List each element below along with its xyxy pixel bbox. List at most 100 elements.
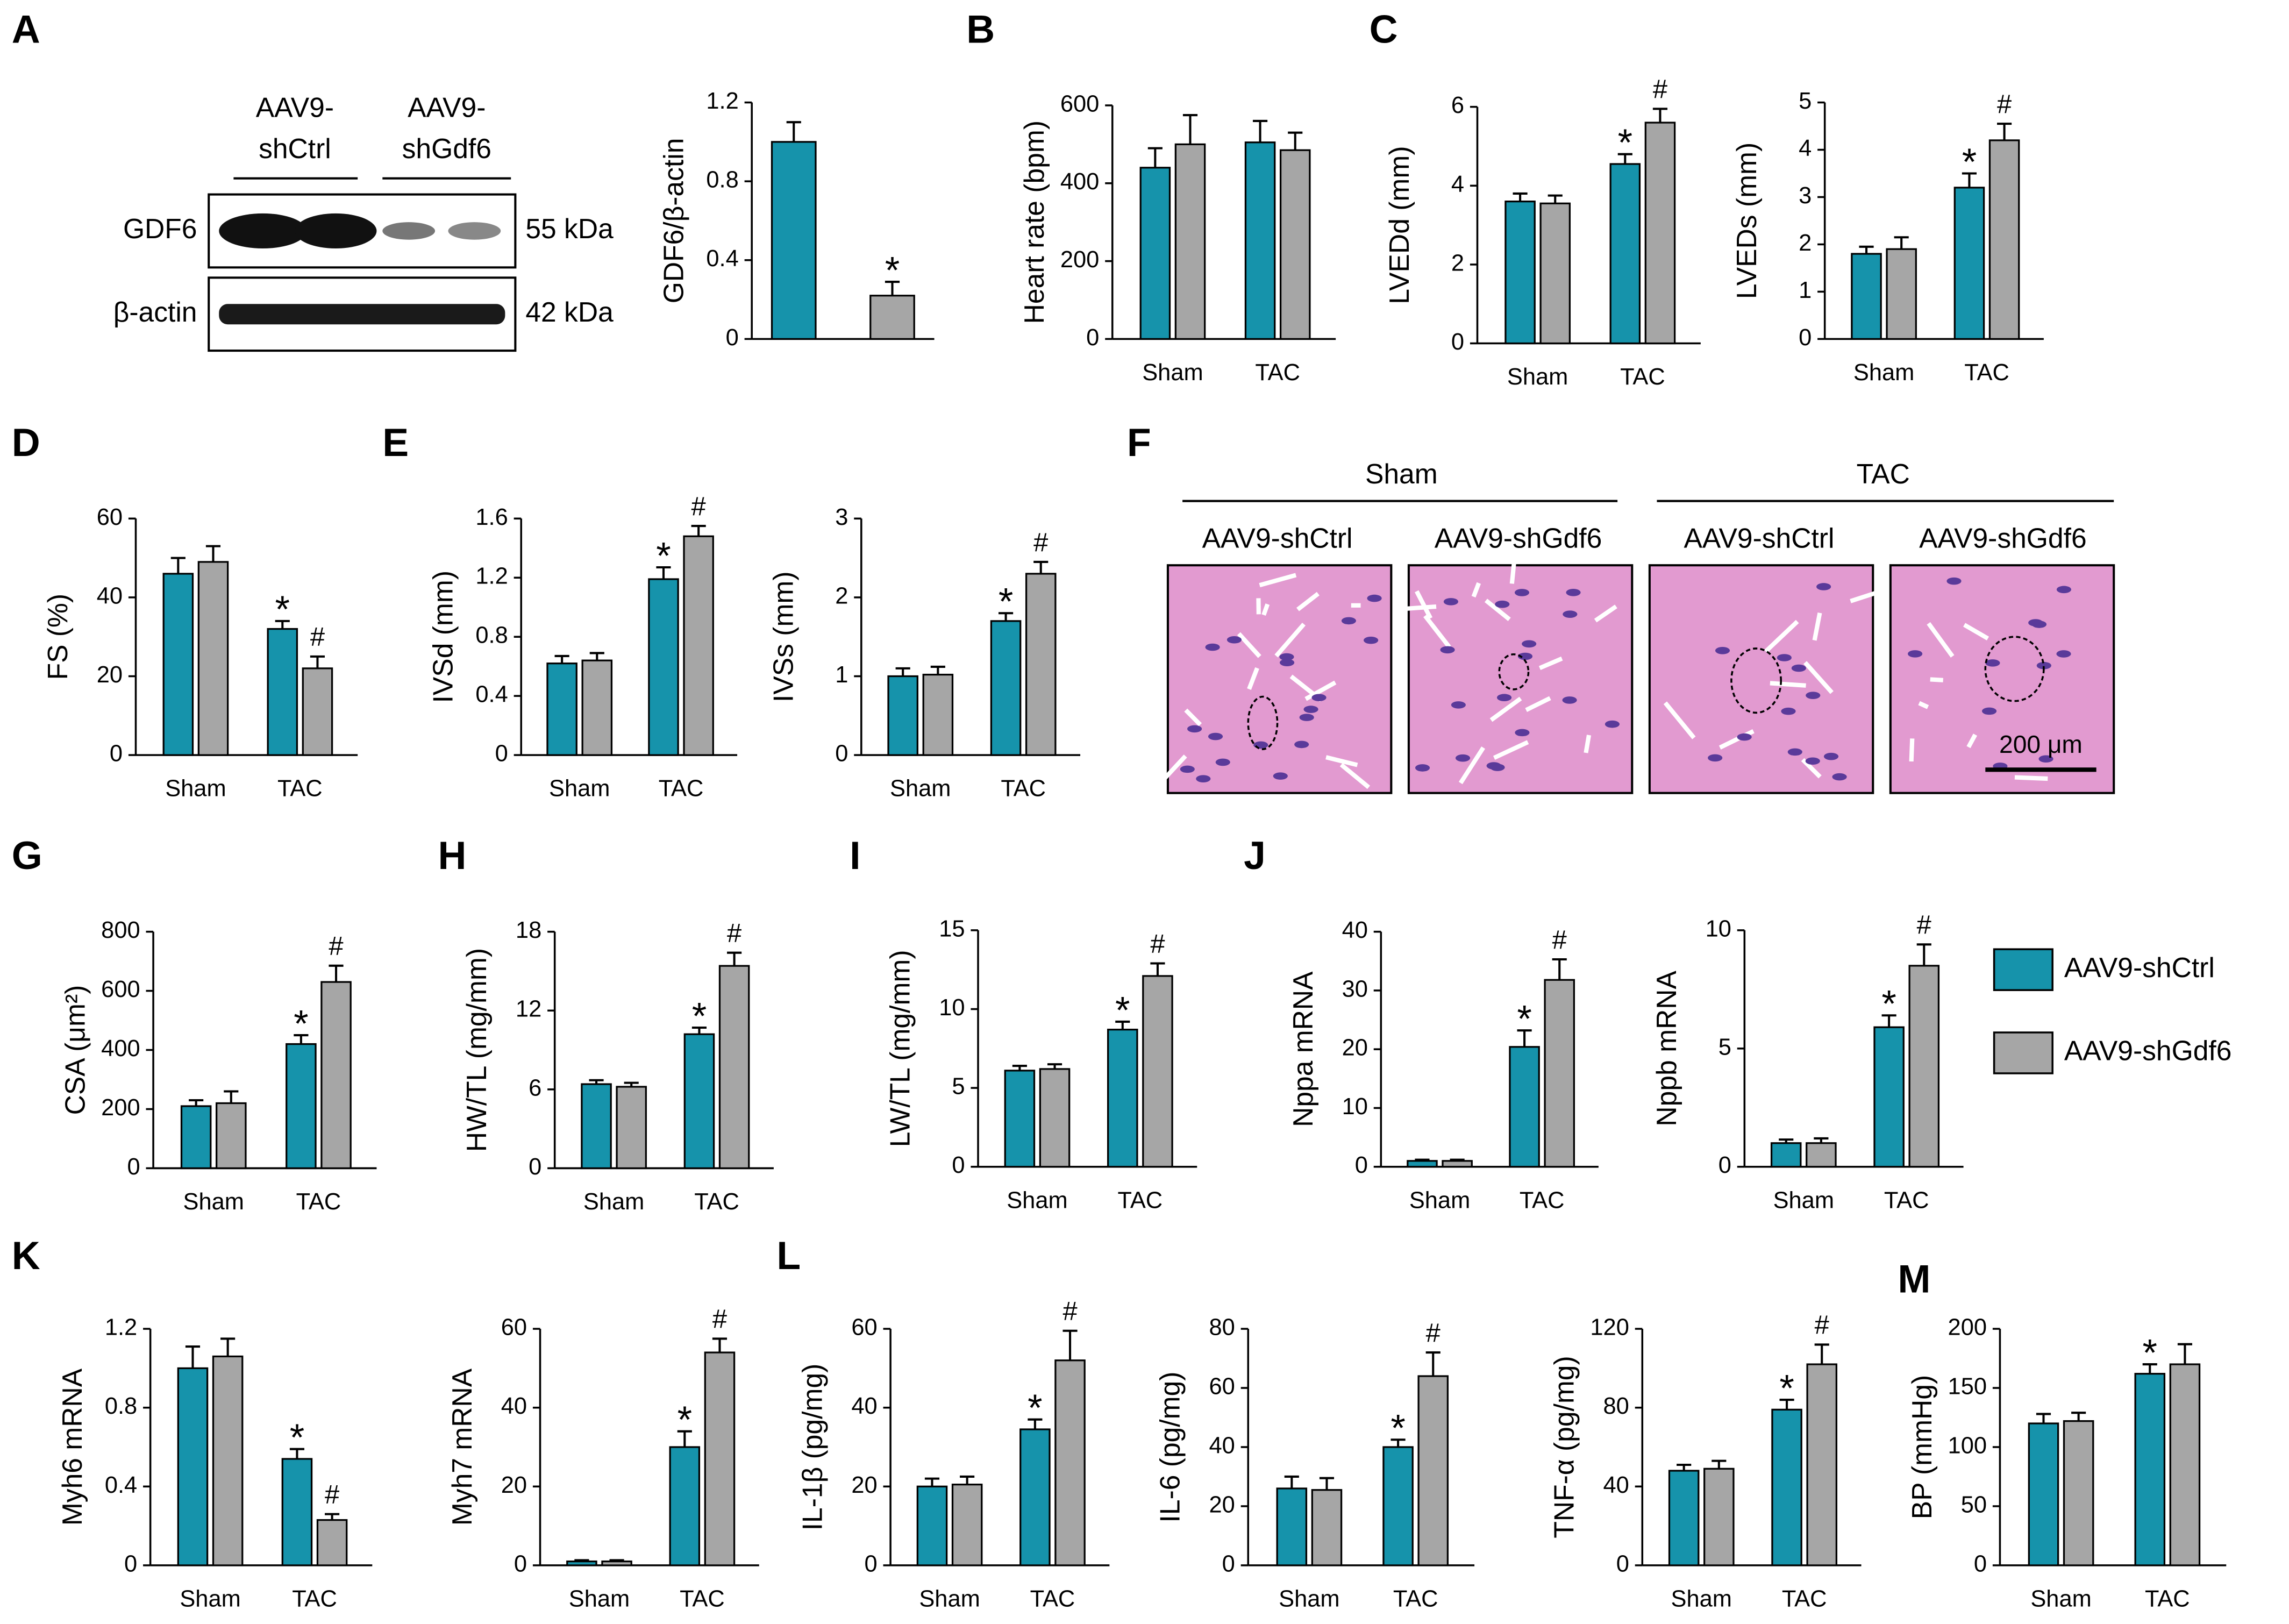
y-axis-label: IVSd (mm) [427, 571, 459, 703]
nucleus [1832, 773, 1847, 781]
x-tick-label: TAC [680, 1586, 725, 1612]
significance-mark: # [325, 1480, 339, 1509]
nucleus [1522, 640, 1537, 648]
y-tick-label: 0 [1451, 329, 1464, 355]
significance-mark: * [1779, 1366, 1794, 1409]
y-tick-label: 1.2 [475, 564, 508, 589]
x-tick-label: TAC [1620, 364, 1665, 390]
y-axis-label: IL-1β (pg/mg) [797, 1364, 828, 1531]
error-bar [1150, 962, 1165, 976]
nucleus [1299, 714, 1314, 721]
image-label: AAV9-shGdf6 [1919, 523, 2087, 554]
nucleus [1517, 652, 1533, 660]
cell-outline [1984, 636, 2045, 702]
y-tick-label: 0.8 [475, 623, 508, 649]
nucleus [1823, 752, 1839, 760]
error-bar [1779, 1398, 1794, 1410]
nucleus [1455, 754, 1471, 762]
significance-mark: # [1426, 1319, 1441, 1348]
membrane [2014, 775, 2048, 781]
bar [1019, 1428, 1051, 1566]
error-bar [1012, 1065, 1027, 1071]
significance-mark: * [1881, 982, 1896, 1025]
y-axis-label: LVEDd (mm) [1384, 146, 1415, 304]
error-bar [960, 1475, 975, 1485]
bar [704, 1351, 736, 1566]
x-tick-label: Sham [1507, 364, 1568, 390]
nucleus [1715, 647, 1730, 654]
y-axis-label: TNF-α (pg/mg) [1549, 1356, 1580, 1538]
nucleus [1562, 696, 1577, 704]
significance-mark: # [1552, 925, 1567, 955]
membrane [1161, 754, 1187, 782]
nucleus [1495, 600, 1510, 608]
nucleus [1805, 757, 1820, 765]
y-tick-label: 2 [835, 583, 848, 609]
y-tick-label: 10 [1342, 1094, 1368, 1120]
bar [2063, 1420, 2094, 1566]
y-tick-label: 80 [1209, 1315, 1235, 1341]
error-bar [624, 1081, 639, 1087]
y-axis-label: CSA (μm²) [60, 985, 91, 1115]
membrane [1274, 622, 1306, 658]
bar [771, 141, 817, 340]
bar [916, 1485, 948, 1566]
x-tick-label: TAC [1001, 776, 1046, 802]
nucleus [1364, 636, 1379, 644]
bar [869, 295, 915, 340]
nucleus [1440, 646, 1455, 654]
bar [216, 1102, 247, 1170]
y-axis-label: LW/TL (mg/mm) [884, 950, 915, 1147]
cell-outline [1498, 653, 1530, 690]
nucleus [1605, 720, 1620, 728]
error-bar [329, 964, 344, 982]
y-tick-label: 2 [1799, 230, 1812, 256]
x-tick-label: TAC [1884, 1187, 1929, 1213]
tissue-image [1648, 564, 1874, 794]
bar [1311, 1489, 1343, 1566]
y-axis-label: IL-6 (pg/mg) [1154, 1372, 1186, 1523]
bar [197, 561, 229, 756]
bar [281, 1458, 313, 1566]
panel-label: K [12, 1234, 40, 1278]
y-tick-label: 60 [1209, 1374, 1235, 1400]
error-bar [294, 1034, 309, 1044]
membrane [1584, 735, 1592, 753]
error-bar [1894, 236, 1909, 250]
x-tick-label: Sham [1279, 1586, 1339, 1612]
y-tick-label: 0 [865, 1551, 878, 1577]
error-bar [691, 1026, 707, 1035]
significance-mark: # [310, 623, 325, 652]
nucleus [1787, 748, 1802, 756]
bar [1054, 1359, 1086, 1566]
bar [1988, 139, 2020, 340]
significance-mark: * [294, 1002, 308, 1044]
bar [683, 535, 714, 756]
significance-mark: * [1390, 1407, 1405, 1449]
significance-mark: # [329, 932, 343, 961]
group-label: TAC [1857, 458, 1910, 489]
bar [566, 1560, 597, 1566]
bar [2169, 1363, 2201, 1566]
membrane [1918, 701, 1929, 709]
image-label: AAV9-shCtrl [1684, 523, 1835, 554]
y-tick-label: 12 [516, 996, 541, 1022]
membrane [1594, 604, 1617, 623]
membrane [1764, 619, 1799, 653]
panel-label: M [1898, 1257, 1930, 1301]
error-bar [1415, 1158, 1430, 1161]
significance-mark: # [727, 919, 741, 948]
error-bar [609, 1559, 624, 1562]
significance-mark: # [691, 492, 706, 521]
error-bar [289, 1448, 305, 1459]
y-tick-label: 40 [1209, 1433, 1235, 1458]
nucleus [1280, 659, 1295, 666]
y-tick-label: 0 [1355, 1152, 1368, 1178]
error-bar [325, 1513, 340, 1520]
membrane [1339, 763, 1371, 789]
bar [1609, 163, 1641, 345]
bar [1382, 1446, 1414, 1566]
nucleus [1737, 733, 1752, 741]
nucleus [1415, 764, 1430, 772]
